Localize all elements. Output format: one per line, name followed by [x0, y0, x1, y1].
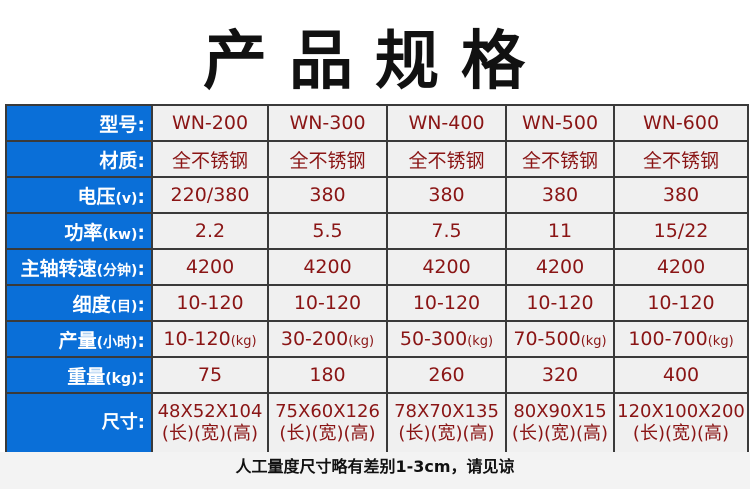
- value-cell: WN-600: [613, 104, 749, 142]
- page-title: 产品规格: [203, 24, 547, 99]
- value-cell: WN-500: [505, 104, 615, 142]
- value-cell: 全不锈钢: [386, 140, 507, 178]
- value-cell: 2.2: [151, 212, 269, 250]
- value-cell: 5.5: [267, 212, 388, 250]
- table-row: 细度(目): 10-120 10-120 10-120 10-120 10-120: [5, 284, 749, 322]
- value-cell: 10-120: [386, 284, 507, 322]
- value-cell: 260: [386, 356, 507, 394]
- value-cell: WN-400: [386, 104, 507, 142]
- value-cell: 50-300(kg): [386, 320, 507, 358]
- value-cell: 7.5: [386, 212, 507, 250]
- value-cell: 4200: [151, 248, 269, 286]
- table-row: 功率(kw): 2.2 5.5 7.5 11 15/22: [5, 212, 749, 250]
- row-label: 细度(目):: [5, 284, 153, 322]
- value-cell: 100-700(kg): [613, 320, 749, 358]
- value-cell: 10-120: [505, 284, 615, 322]
- value-cell: WN-300: [267, 104, 388, 142]
- value-cell: 120X100X200 (长)(宽)(高): [613, 392, 749, 454]
- value-cell: 380: [386, 176, 507, 214]
- value-cell: 10-120: [267, 284, 388, 322]
- value-cell: 75: [151, 356, 269, 394]
- value-cell: 全不锈钢: [267, 140, 388, 178]
- value-cell: 10-120: [613, 284, 749, 322]
- value-cell: 11: [505, 212, 615, 250]
- row-label: 材质:: [5, 140, 153, 178]
- value-cell: 70-500(kg): [505, 320, 615, 358]
- row-label: 主轴转速(分钟):: [5, 248, 153, 286]
- value-cell: 380: [267, 176, 388, 214]
- value-cell: 4200: [613, 248, 749, 286]
- value-cell: 全不锈钢: [613, 140, 749, 178]
- table-row: 尺寸: 48X52X104 (长)(宽)(高) 75X60X126 (长)(宽)(高) 7…: [5, 392, 749, 454]
- value-cell: 30-200(kg): [267, 320, 388, 358]
- row-label: 功率(kw):: [5, 212, 153, 250]
- row-label: 尺寸:: [5, 392, 153, 454]
- row-label: 重量(kg):: [5, 356, 153, 394]
- table-row: 产量(小时): 10-120(kg) 30-200(kg) 50-300(kg) 70-…: [5, 320, 749, 358]
- value-cell: 320: [505, 356, 615, 394]
- spec-table: 型号: WN-200 WN-300 WN-400 WN-500 WN-600 材质: 全不锈钢…: [5, 104, 749, 454]
- value-cell: 全不锈钢: [505, 140, 615, 178]
- value-cell: 10-120: [151, 284, 269, 322]
- value-cell: 80X90X15 (长)(宽)(高): [505, 392, 615, 454]
- value-cell: 180: [267, 356, 388, 394]
- value-cell: 78X70X135 (长)(宽)(高): [386, 392, 507, 454]
- table-row: 型号: WN-200 WN-300 WN-400 WN-500 WN-600: [5, 104, 749, 142]
- table-row: 主轴转速(分钟): 4200 4200 4200 4200 4200: [5, 248, 749, 286]
- value-cell: 380: [613, 176, 749, 214]
- table-row: 重量(kg): 75 180 260 320 400: [5, 356, 749, 394]
- value-cell: 全不锈钢: [151, 140, 269, 178]
- value-cell: WN-200: [151, 104, 269, 142]
- row-label: 产量(小时):: [5, 320, 153, 358]
- value-cell: 220/380: [151, 176, 269, 214]
- footer-note: 人工量度尺寸略有差别1-3cm，请见谅: [0, 452, 750, 489]
- table-row: 电压(v): 220/380 380 380 380 380: [5, 176, 749, 214]
- value-cell: 4200: [386, 248, 507, 286]
- value-cell: 400: [613, 356, 749, 394]
- value-cell: 75X60X126 (长)(宽)(高): [267, 392, 388, 454]
- value-cell: 4200: [267, 248, 388, 286]
- value-cell: 15/22: [613, 212, 749, 250]
- row-label: 型号:: [5, 104, 153, 142]
- value-cell: 4200: [505, 248, 615, 286]
- value-cell: 48X52X104 (长)(宽)(高): [151, 392, 269, 454]
- row-label: 电压(v):: [5, 176, 153, 214]
- value-cell: 10-120(kg): [151, 320, 269, 358]
- table-row: 材质: 全不锈钢 全不锈钢 全不锈钢 全不锈钢 全不锈钢: [5, 140, 749, 178]
- value-cell: 380: [505, 176, 615, 214]
